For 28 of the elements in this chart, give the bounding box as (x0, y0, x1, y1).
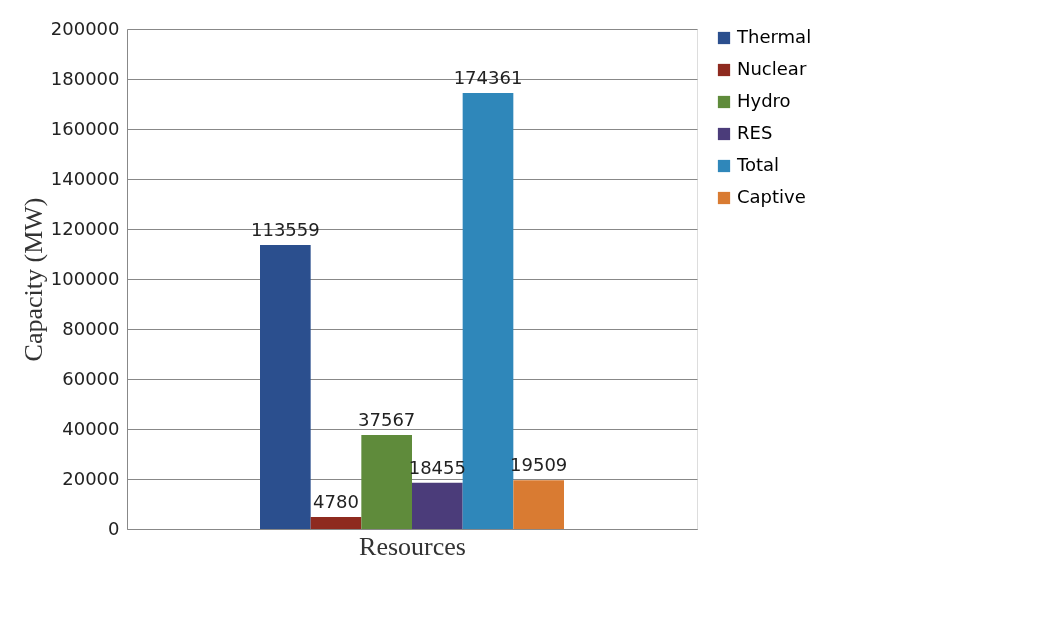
y-tick-label: 120000 (50, 217, 120, 239)
bar (310, 517, 362, 529)
y-tick-label: 140000 (50, 167, 120, 189)
data-label: 37567 (358, 409, 416, 431)
bar (260, 245, 311, 529)
x-axis-title: Resources (359, 531, 466, 561)
y-tick-label: 60000 (62, 367, 120, 389)
y-tick-label: 80000 (62, 317, 120, 339)
y-tick-label: 160000 (50, 117, 120, 139)
data-label: 113559 (250, 219, 320, 241)
legend-label: Captive (737, 186, 806, 207)
legend-label: Nuclear (737, 58, 807, 79)
y-tick-label: 180000 (50, 67, 120, 89)
legend-label: Thermal (736, 26, 812, 47)
y-tick-label: 0 (108, 517, 120, 539)
bar (361, 435, 412, 529)
y-tick-label: 200000 (50, 17, 120, 39)
y-axis-title: Capacity (MW) (18, 197, 48, 362)
bar (513, 480, 564, 529)
y-tick-label: 40000 (62, 417, 120, 439)
y-tick-label: 100000 (50, 267, 120, 289)
data-label: 174361 (453, 67, 523, 89)
data-label: 4780 (313, 491, 359, 513)
legend-label: Total (736, 154, 780, 175)
y-tick-label: 20000 (62, 467, 120, 489)
legend-label: Hydro (737, 90, 791, 111)
bar (412, 482, 463, 529)
legend-label: RES (737, 122, 773, 143)
